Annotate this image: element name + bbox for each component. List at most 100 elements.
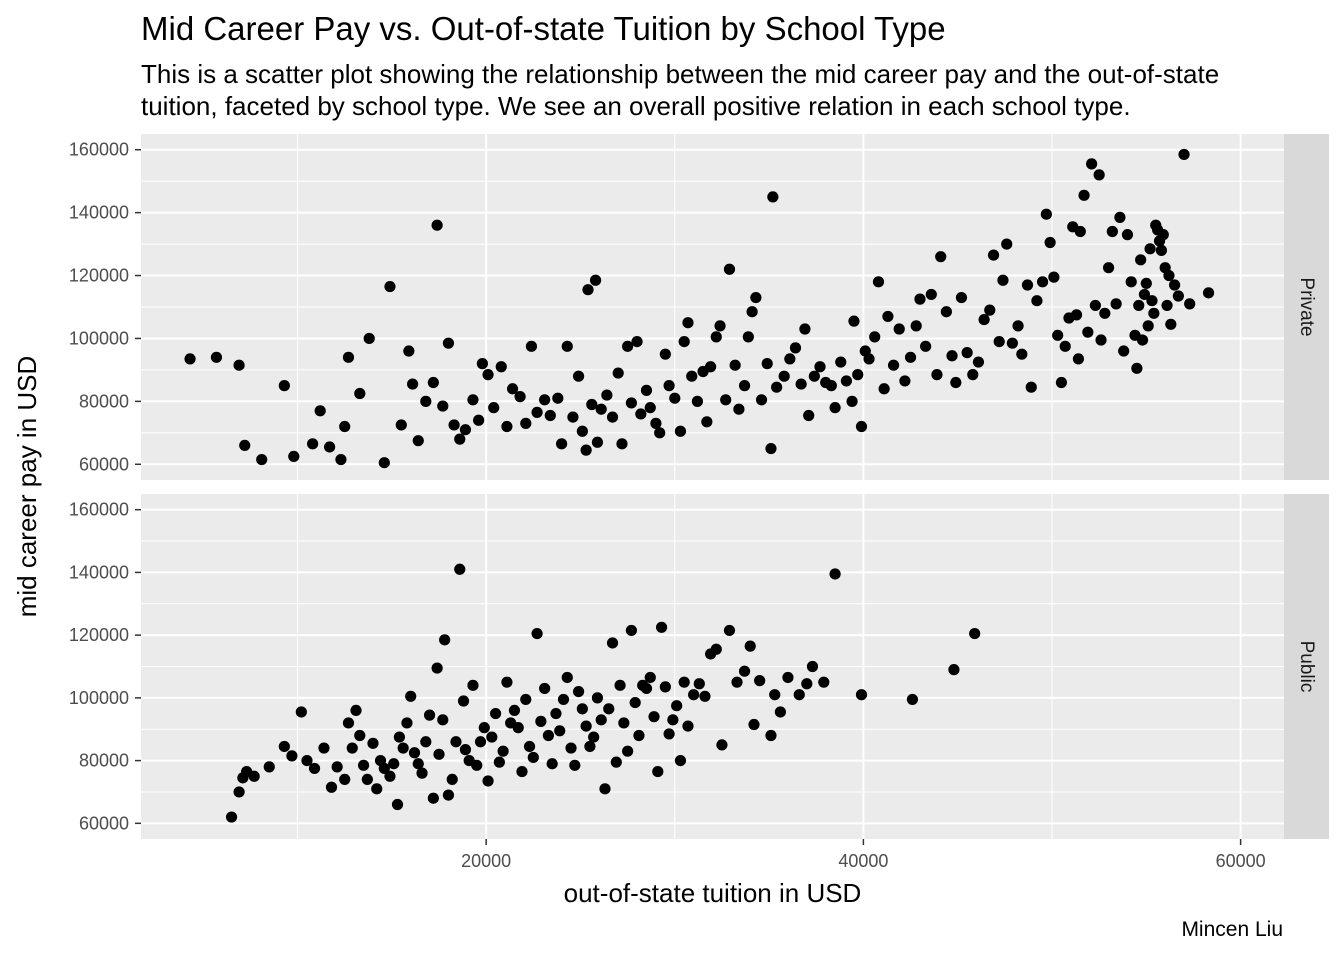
- data-point-public: [225, 811, 238, 823]
- data-point-public: [557, 693, 570, 706]
- data-point-private: [407, 378, 419, 390]
- data-point-private: [1157, 229, 1169, 241]
- data-point-private: [767, 191, 779, 203]
- data-point-private: [1036, 276, 1049, 288]
- data-point-private: [925, 288, 937, 301]
- data-point-public: [542, 729, 555, 742]
- data-point-private: [1040, 208, 1052, 220]
- data-point-public: [584, 740, 596, 753]
- data-point-public: [427, 792, 439, 804]
- data-point-private: [705, 361, 717, 373]
- data-point-private: [335, 453, 347, 466]
- data-point-private: [1121, 229, 1134, 241]
- data-point-public: [693, 678, 705, 690]
- data-point-private: [539, 394, 551, 406]
- data-point-private: [701, 416, 713, 428]
- data-point-private: [586, 398, 598, 411]
- data-point-private: [946, 350, 958, 362]
- data-point-private: [931, 369, 943, 381]
- data-point-public: [412, 758, 424, 770]
- data-point-private: [967, 369, 979, 381]
- data-point-public: [644, 671, 656, 684]
- data-point-public: [391, 798, 404, 811]
- facet-strip-public: [1284, 494, 1329, 839]
- data-point-private: [233, 359, 245, 371]
- data-point-public: [667, 714, 679, 726]
- data-point-public: [393, 731, 406, 743]
- data-point-private: [342, 351, 355, 363]
- data-point-public: [523, 740, 536, 753]
- data-point-public: [331, 761, 343, 773]
- data-point-private: [1178, 148, 1190, 161]
- data-point-private: [795, 378, 807, 390]
- data-point-public: [450, 736, 462, 748]
- data-point-private: [572, 370, 585, 382]
- y-tick-label: 100000: [69, 328, 129, 348]
- data-point-private: [784, 353, 796, 365]
- data-point-public: [371, 783, 383, 795]
- data-point-private: [1144, 243, 1156, 255]
- data-point-public: [606, 637, 619, 649]
- data-point-public: [591, 692, 604, 704]
- data-point-private: [1136, 334, 1149, 346]
- data-point-public: [446, 773, 458, 786]
- data-point-private: [576, 425, 588, 437]
- data-point-private: [616, 438, 628, 450]
- data-point-private: [378, 457, 390, 469]
- data-point-public: [682, 720, 694, 732]
- data-point-private: [961, 347, 973, 359]
- data-point-public: [263, 761, 275, 773]
- data-point-private: [307, 438, 319, 450]
- data-point-private: [914, 293, 926, 305]
- data-point-private: [742, 331, 754, 343]
- data-point-private: [476, 358, 488, 370]
- data-point-private: [239, 439, 251, 451]
- data-point-public: [489, 707, 502, 720]
- data-point-public: [716, 739, 728, 751]
- data-point-private: [993, 336, 1005, 348]
- x-tick-label: 60000: [1216, 851, 1266, 871]
- data-point-public: [710, 643, 722, 655]
- data-point-public: [516, 765, 528, 778]
- y-tick-label: 100000: [69, 688, 129, 708]
- data-point-public: [774, 706, 787, 718]
- data-point-private: [978, 313, 990, 326]
- data-point-public: [459, 744, 472, 756]
- x-tick-label: 40000: [838, 851, 888, 871]
- data-point-public: [535, 715, 547, 727]
- data-point-private: [567, 411, 579, 423]
- data-point-public: [497, 745, 509, 757]
- data-point-private: [852, 369, 864, 381]
- data-point-private: [686, 370, 698, 382]
- data-point-public: [565, 742, 577, 754]
- data-point-public: [754, 675, 766, 687]
- data-point-public: [829, 568, 841, 580]
- y-tick-label: 120000: [69, 625, 129, 645]
- data-point-private: [1163, 269, 1175, 282]
- data-point-private: [625, 397, 637, 409]
- data-point-public: [554, 725, 566, 737]
- data-point-private: [755, 394, 768, 406]
- data-point-private: [1082, 326, 1094, 338]
- data-point-private: [1169, 279, 1181, 291]
- data-point-public: [550, 707, 562, 720]
- data-point-public: [595, 714, 607, 726]
- data-point-public: [442, 789, 455, 801]
- data-point-public: [618, 717, 630, 729]
- data-point-public: [361, 773, 373, 786]
- data-point-public: [603, 703, 615, 715]
- data-point-public: [801, 678, 813, 690]
- subtitle-line-2: tuition, faceted by school type. We see …: [141, 91, 1131, 121]
- data-point-private: [855, 420, 868, 433]
- y-tick-label: 120000: [69, 266, 129, 286]
- data-point-private: [1106, 225, 1118, 238]
- data-point-public: [342, 717, 355, 729]
- data-point-public: [520, 693, 532, 706]
- data-point-private: [1052, 329, 1064, 341]
- data-point-public: [378, 762, 390, 775]
- data-point-private: [488, 402, 500, 414]
- data-point-private: [363, 332, 375, 345]
- data-point-public: [318, 742, 330, 754]
- data-point-public: [614, 679, 626, 691]
- data-point-public: [948, 664, 960, 676]
